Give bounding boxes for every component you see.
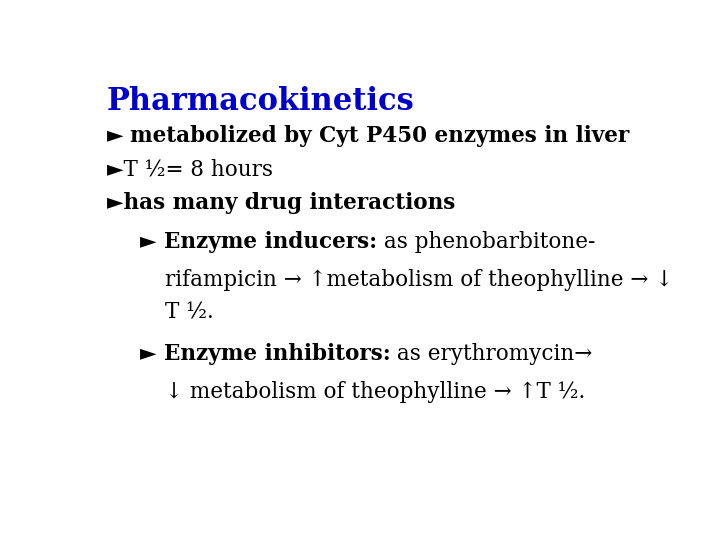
- Text: ►T ½= 8 hours: ►T ½= 8 hours: [107, 158, 273, 180]
- Text: as phenobarbitone-: as phenobarbitone-: [377, 231, 595, 253]
- Text: T ½.: T ½.: [166, 302, 214, 324]
- Text: ►: ►: [107, 125, 130, 147]
- Text: Enzyme inhibitors:: Enzyme inhibitors:: [163, 343, 390, 366]
- Text: ►has many drug interactions: ►has many drug interactions: [107, 192, 455, 214]
- Text: ►: ►: [140, 231, 163, 253]
- Text: Enzyme inducers:: Enzyme inducers:: [163, 231, 377, 253]
- Text: Pharmacokinetics: Pharmacokinetics: [107, 85, 415, 117]
- Text: as erythromycin→: as erythromycin→: [390, 343, 593, 366]
- Text: rifampicin → ↑metabolism of theophylline → ↓: rifampicin → ↑metabolism of theophylline…: [166, 268, 674, 291]
- Text: metabolized by Cyt P450 enzymes in liver: metabolized by Cyt P450 enzymes in liver: [130, 125, 629, 147]
- Text: ►: ►: [140, 343, 163, 366]
- Text: ↓ metabolism of theophylline → ↑T ½.: ↓ metabolism of theophylline → ↑T ½.: [166, 381, 585, 403]
